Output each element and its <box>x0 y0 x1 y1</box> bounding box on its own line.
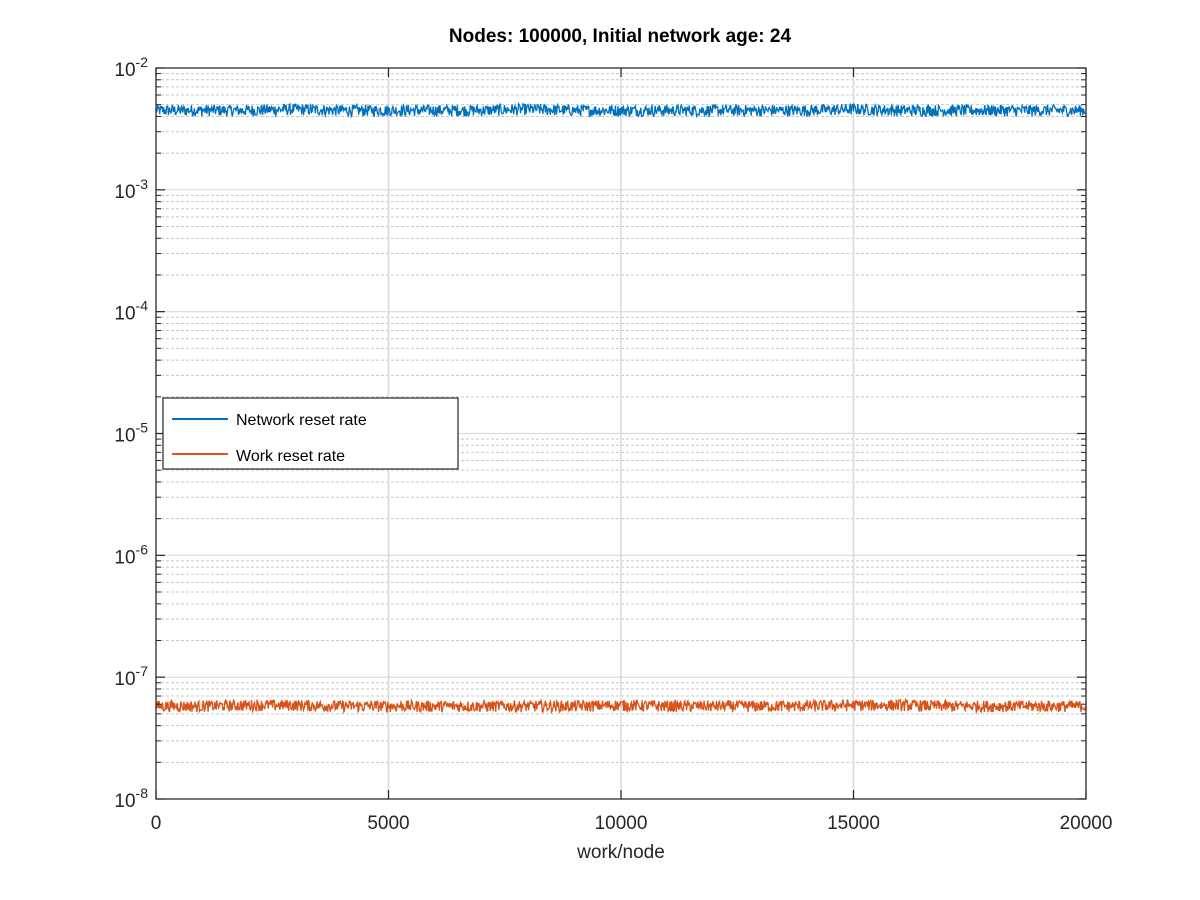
series-group <box>155 101 1087 715</box>
y-tick-label: 10-7 <box>114 663 148 690</box>
x-tick-label: 10000 <box>595 813 648 834</box>
legend-label-network-reset-rate: Network reset rate <box>236 412 367 429</box>
y-tick-label: 10-6 <box>114 541 148 568</box>
y-tick-label: 10-3 <box>114 176 148 203</box>
x-axis-label: work/node <box>576 842 665 863</box>
x-tick-label: 5000 <box>367 813 409 834</box>
y-tick-label: 10-5 <box>114 420 148 447</box>
y-tick-label: 10-4 <box>114 298 148 325</box>
y-tick-label: 10-8 <box>114 785 148 812</box>
legend-box <box>162 397 459 470</box>
x-tick-label: 20000 <box>1060 813 1113 834</box>
ticks: 10-8 10-7 10-6 10-5 10-4 10-3 10-2 0 5000 10000 15… <box>114 54 1112 834</box>
x-tick-label: 15000 <box>827 813 880 834</box>
chart-title: Nodes: 100000, Initial network age: 24 <box>449 26 792 47</box>
series-line-network-reset-rate <box>155 101 1087 119</box>
series-line-work-reset-rate <box>155 697 1087 715</box>
legend: Network reset rate Work reset rate <box>162 397 459 470</box>
legend-label-work-reset-rate: Work reset rate <box>236 448 345 465</box>
x-tick-label: 0 <box>151 813 162 834</box>
y-tick-label: 10-2 <box>114 54 148 81</box>
